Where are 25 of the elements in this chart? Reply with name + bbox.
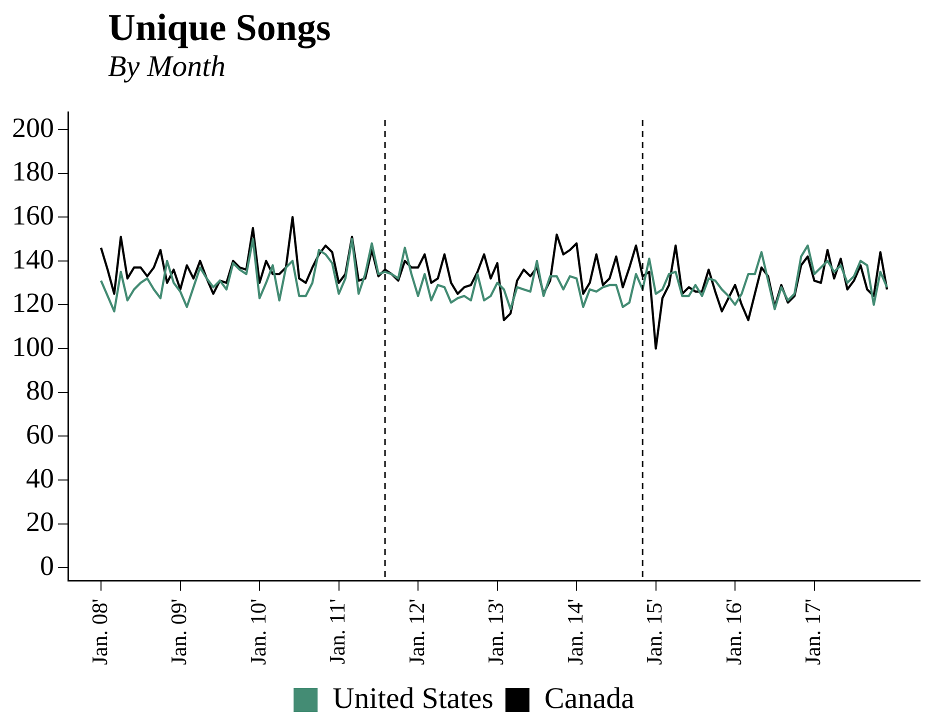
x-tick-label: Jan. 09' — [166, 598, 192, 666]
y-tick-label: 120 — [12, 288, 54, 320]
legend-label: United States — [332, 682, 494, 715]
y-tick-label: 140 — [12, 244, 54, 276]
x-tick-label: Jan. 13' — [483, 598, 508, 666]
y-tick-label: 60 — [26, 420, 54, 451]
y-tick-label: 200 — [12, 112, 54, 144]
y-tick-label: 100 — [12, 332, 54, 363]
y-tick-label: 40 — [26, 463, 54, 494]
x-tick-label: Jan. 17' — [800, 598, 826, 666]
x-tick-label: Jan. 12' — [404, 598, 429, 666]
y-tick-label: 20 — [26, 507, 54, 538]
x-tick-label: Jan. 11' — [324, 598, 350, 664]
y-tick-label: 180 — [12, 156, 54, 188]
x-tick-label: Jan. 10' — [245, 598, 270, 666]
chart-subtitle: By Month — [108, 50, 226, 84]
x-tick-label: Jan. 15' — [642, 598, 667, 666]
x-tick-label: Jan. 16' — [720, 598, 746, 666]
x-tick-label: Jan. 08' — [86, 598, 112, 666]
chart-title: Unique Songs — [108, 6, 331, 50]
y-tick-label: 160 — [12, 200, 54, 232]
legend-label: Canada — [544, 682, 634, 715]
y-tick-label: 80 — [26, 376, 54, 407]
y-tick-label: 0 — [40, 550, 54, 582]
x-tick-label: Jan. 14' — [562, 598, 588, 666]
